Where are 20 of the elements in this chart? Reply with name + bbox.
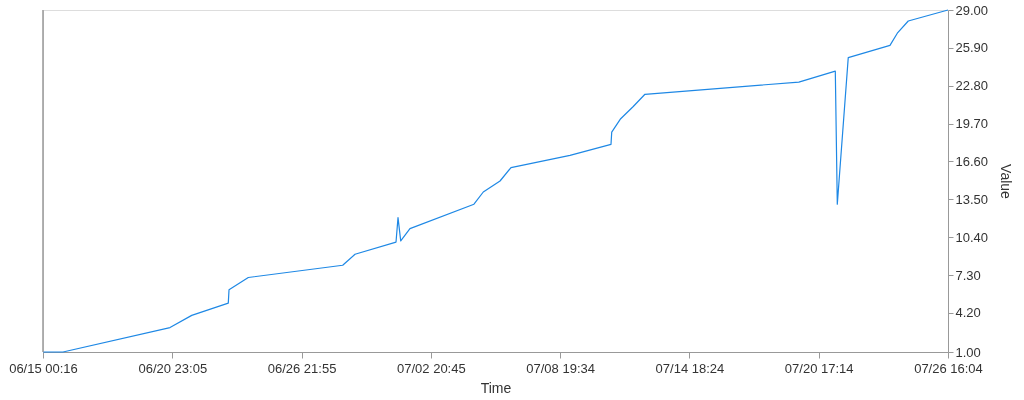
x-tick-label: 07/14 18:24 xyxy=(655,360,725,376)
y-tick-label: 13.50 xyxy=(955,191,989,207)
y-tick-label: 29.00 xyxy=(955,2,989,18)
y-tick-label: 25.90 xyxy=(955,40,989,56)
x-axis-title: Time xyxy=(480,379,512,396)
y-tick-label: 10.40 xyxy=(955,229,989,245)
y-tick-label: 7.30 xyxy=(955,267,981,283)
x-tick-label: 07/20 17:14 xyxy=(784,360,854,376)
y-tick-label: 4.20 xyxy=(955,305,981,321)
y-tick-label: 19.70 xyxy=(955,116,989,132)
x-tick-label: 07/26 16:04 xyxy=(914,360,983,376)
x-tick-label: 06/20 23:05 xyxy=(138,360,208,376)
y-tick-label: 1.00 xyxy=(955,344,981,360)
y-axis-title: Value xyxy=(998,164,1015,200)
x-tick-label: 07/08 19:34 xyxy=(526,360,595,376)
y-tick-label: 22.80 xyxy=(955,78,989,94)
y-tick-label: 16.60 xyxy=(955,153,989,169)
x-tick-label: 07/02 20:45 xyxy=(397,360,466,376)
x-tick-label: 06/26 21:55 xyxy=(267,360,337,376)
x-tick-label: 06/15 00:16 xyxy=(9,360,78,376)
